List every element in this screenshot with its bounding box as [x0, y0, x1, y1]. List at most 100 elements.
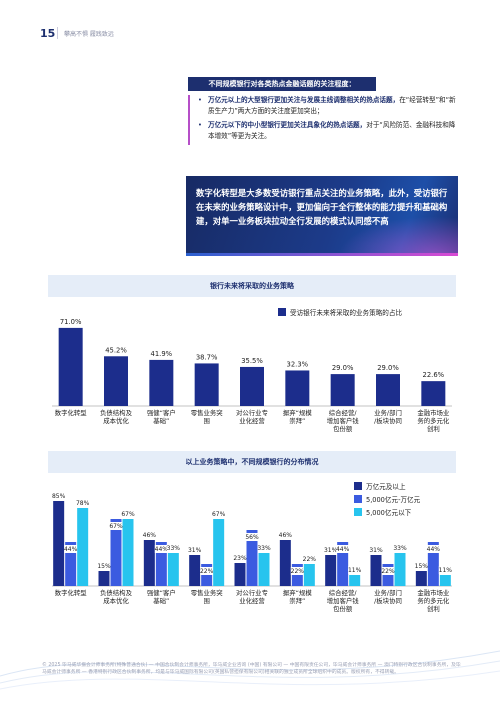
focus-title: 不同规模银行对各类热点金融话题的关注程度： — [188, 77, 376, 91]
bar — [98, 571, 110, 586]
data-label: 44% — [427, 546, 441, 553]
tick-label: 综合经营/ — [329, 408, 358, 417]
data-label-bg — [393, 544, 407, 552]
data-label: 44% — [64, 546, 78, 553]
tick-label: 围 — [203, 597, 209, 605]
data-label: 46% — [279, 532, 293, 539]
bar — [258, 553, 270, 586]
tick-label: 负债结构及 — [100, 408, 133, 417]
data-label-bg — [302, 555, 316, 563]
data-label: 31% — [324, 547, 338, 554]
data-label: 22.6% — [423, 371, 445, 379]
tick-label: 业务/部门 — [374, 408, 402, 417]
data-label-bg — [154, 545, 168, 553]
data-label-bg — [109, 522, 123, 530]
legend-swatch — [354, 482, 362, 490]
data-label-bg — [200, 567, 214, 575]
data-label-bg — [336, 545, 350, 553]
data-label: 11% — [439, 567, 453, 574]
page-tagline: 攀高不惧 履践致远 — [64, 31, 114, 38]
tick-label: 零售业务突 — [191, 588, 224, 597]
data-label: 38.7% — [196, 353, 218, 361]
data-label-bg — [52, 492, 66, 500]
data-label-bg — [121, 510, 135, 518]
bullet-text: 对于“风险防范、金融科技和降本增效”等更为关注。 — [208, 121, 456, 140]
data-label: 71.0% — [60, 318, 82, 326]
data-label-bg — [142, 531, 156, 539]
tick-label: 围 — [203, 417, 209, 425]
data-label-bg — [438, 566, 452, 574]
tick-label: 摒弃“规模 — [283, 408, 312, 417]
footer-copyright: © 2025 毕马威华振会计师事务所(特殊普通合伙) — 中国合伙制会计师事务所… — [42, 663, 461, 675]
bar — [240, 366, 264, 406]
bar — [110, 519, 122, 586]
data-label: 22% — [200, 568, 214, 575]
data-label-bg — [245, 533, 259, 541]
data-label-bg — [212, 510, 226, 518]
bar — [427, 542, 439, 586]
bar — [337, 542, 349, 586]
data-label: 15% — [415, 563, 429, 570]
tick-label: 创利 — [427, 604, 440, 613]
bar — [279, 540, 291, 586]
tick-label: 包份额 — [333, 604, 353, 613]
data-label: 29.0% — [332, 364, 354, 372]
tick-label: 负债结构及 — [100, 588, 133, 597]
data-label-bg — [64, 545, 78, 553]
data-label-bg — [290, 567, 304, 575]
data-label-bg — [414, 562, 428, 570]
data-label-bg — [188, 546, 202, 554]
tick-label: 创利 — [427, 424, 440, 433]
page-number: 15 — [40, 27, 56, 40]
bar — [143, 540, 155, 586]
data-label: 32.3% — [287, 360, 309, 368]
bar — [234, 563, 246, 586]
bar — [415, 571, 427, 586]
legend-swatch — [354, 508, 362, 516]
data-label: 31% — [369, 547, 383, 554]
highlight-banner: 数字化转型是大多数受访银行重点关注的业务策略，此外，受访银行在未来的业务策略设计… — [186, 176, 458, 256]
bar — [349, 575, 361, 586]
tick-label: 成本优化 — [103, 416, 129, 425]
tick-label: 综合经营/ — [329, 588, 358, 597]
tick-label: 强健“客户 — [147, 408, 176, 417]
header-divider — [57, 27, 58, 39]
tick-label: 强健“客户 — [147, 588, 176, 597]
data-label: 46% — [143, 532, 157, 539]
bar — [53, 501, 65, 586]
data-label-bg — [369, 546, 383, 554]
data-label: 67% — [121, 511, 135, 518]
tick-label: 数字化转型 — [55, 588, 88, 597]
bar — [65, 542, 77, 586]
bar — [167, 553, 179, 586]
data-label-bg — [324, 546, 338, 554]
banner-text: 数字化转型是大多数受访银行重点关注的业务策略，此外，受访银行在未来的业务策略设计… — [196, 188, 448, 226]
bar — [189, 555, 201, 586]
bar — [421, 381, 446, 406]
data-label-bg — [233, 554, 247, 562]
chart2-title: 以上业务策略中，不同规模银行的分布情况 — [48, 451, 456, 473]
data-label: 22% — [291, 568, 305, 575]
tick-label: 包份额 — [333, 424, 353, 433]
chart2: 85%44%78%数字化转型15%67%67%负债结构及成本优化46%44%33… — [52, 482, 453, 613]
data-label: 78% — [76, 500, 90, 507]
bar — [439, 575, 451, 586]
bar — [104, 356, 128, 406]
tick-label: 基础” — [153, 416, 169, 425]
banner-glow — [338, 216, 458, 256]
bar — [246, 530, 258, 586]
data-label: 85% — [52, 493, 66, 500]
legend-swatch — [278, 308, 286, 316]
data-label: 22% — [381, 568, 395, 575]
focus-bullets: 万亿元以上的大型银行更加关注与发展主线调整相关的热点话题，在“经营转型”和“新质… — [188, 95, 458, 145]
data-label: 44% — [336, 546, 350, 553]
bar — [370, 555, 382, 586]
data-label: 35.5% — [241, 357, 263, 365]
background-curves — [0, 650, 500, 690]
bar — [194, 363, 219, 406]
tick-label: 业务/部门 — [374, 588, 402, 597]
tick-label: /板块协同 — [374, 596, 402, 605]
bar — [303, 564, 315, 586]
data-label: 67% — [212, 511, 226, 518]
